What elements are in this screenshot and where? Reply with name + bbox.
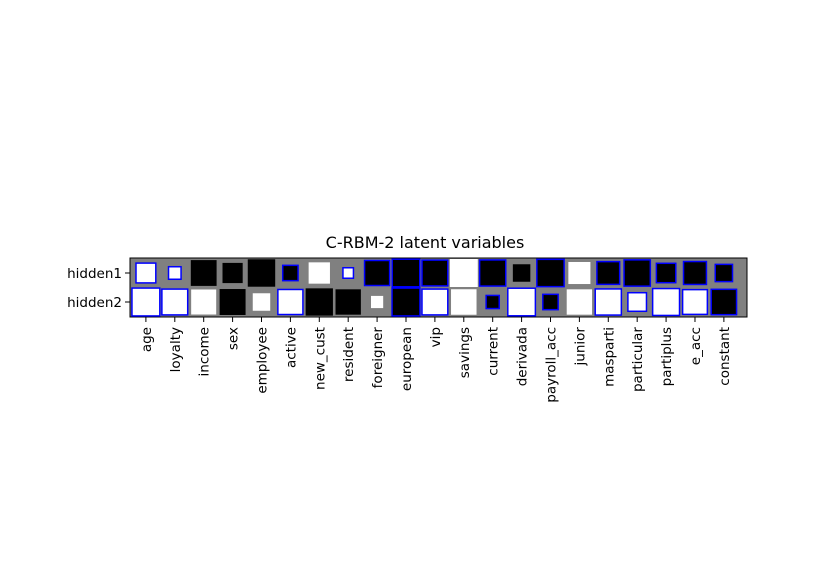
chart-title: C-RBM-2 latent variables	[326, 233, 525, 252]
hinton-squares	[131, 258, 738, 317]
x-tick-label: sex	[226, 327, 242, 350]
x-tick-label: derivada	[515, 327, 531, 386]
hinton-square-hidden2-new_cust	[305, 288, 333, 316]
x-tick-label: savings	[457, 327, 473, 378]
x-tick-label: active	[283, 327, 299, 368]
hinton-square-hidden2-derivada	[507, 287, 537, 317]
hinton-square-hidden1-partiplus	[655, 262, 677, 284]
hinton-square-hidden1-age	[135, 262, 157, 284]
hinton-square-hidden1-income	[190, 260, 217, 286]
hinton-square-hidden2-vip	[421, 288, 449, 316]
x-tick-label: partiplus	[659, 327, 675, 386]
hinton-square-hidden2-income	[191, 289, 217, 315]
x-tick-label: resident	[341, 327, 357, 382]
hinton-square-hidden1-e_acc	[682, 260, 708, 286]
hinton-square-hidden2-european	[391, 287, 421, 317]
hinton-square-hidden1-foreigner	[363, 259, 391, 287]
hinton-square-hidden1-loyalty	[167, 265, 182, 281]
y-tick-label: hidden1	[67, 266, 122, 282]
hinton-square-hidden2-employee	[252, 293, 271, 311]
x-axis: age loyalty income sex employee active new_cus…	[139, 317, 733, 403]
hinton-square-hidden1-new_cust	[308, 262, 330, 284]
x-tick-label: loyalty	[168, 327, 184, 372]
hinton-square-hidden2-partiplus	[651, 287, 681, 317]
hinton-square-hidden2-loyalty	[161, 288, 189, 316]
hinton-square-hidden2-age	[131, 287, 161, 317]
x-tick-label: e_acc	[688, 327, 704, 365]
hinton-square-hidden2-constant	[710, 288, 738, 316]
hinton-square-hidden1-derivada	[512, 264, 531, 282]
hinton-square-hidden1-sex	[222, 262, 243, 284]
x-tick-label: junior	[572, 327, 588, 367]
hinton-square-hidden2-sex	[219, 289, 246, 315]
hinton-square-hidden1-masparti	[596, 260, 621, 286]
x-tick-label: age	[139, 327, 155, 352]
hinton-square-hidden1-employee	[247, 259, 276, 287]
x-tick-label: new_cust	[312, 327, 328, 390]
x-tick-label: payroll_acc	[543, 327, 559, 403]
x-tick-label: particular	[630, 327, 646, 392]
x-tick-label: constant	[717, 327, 733, 386]
x-tick-label: vip	[428, 327, 444, 347]
x-tick-label: income	[197, 327, 213, 376]
x-tick-label: foreigner	[370, 327, 386, 389]
hinton-square-hidden2-payroll_acc	[542, 293, 559, 311]
hinton-square-hidden2-active	[277, 288, 304, 316]
hinton-square-hidden2-resident	[335, 289, 361, 315]
x-tick-label: european	[399, 327, 415, 391]
hinton-square-hidden2-current	[485, 294, 500, 310]
hinton-square-hidden2-junior	[566, 289, 593, 315]
hinton-square-hidden2-savings	[451, 289, 477, 315]
hinton-square-hidden1-payroll_acc	[536, 258, 565, 288]
x-tick-label: masparti	[601, 327, 617, 387]
hinton-square-hidden2-masparti	[594, 288, 623, 316]
hinton-square-hidden1-resident	[342, 267, 355, 279]
hinton-square-hidden1-vip	[421, 259, 449, 287]
hinton-square-hidden2-particular	[627, 291, 648, 313]
hinton-square-hidden1-particular	[623, 259, 652, 287]
x-tick-label: employee	[254, 327, 270, 394]
hinton-square-hidden1-current	[478, 259, 507, 287]
hinton-square-hidden2-e_acc	[681, 288, 709, 316]
y-axis: hidden1 hidden2	[67, 266, 130, 311]
hinton-square-hidden1-junior	[568, 261, 591, 285]
hinton-square-hidden1-active	[281, 264, 299, 282]
hinton-square-hidden2-foreigner	[370, 295, 384, 309]
y-tick-label: hidden2	[67, 295, 122, 311]
hinton-square-hidden1-savings	[449, 259, 478, 287]
x-tick-label: current	[486, 327, 502, 376]
hinton-square-hidden1-european	[391, 258, 421, 288]
hinton-square-hidden1-constant	[714, 263, 734, 283]
